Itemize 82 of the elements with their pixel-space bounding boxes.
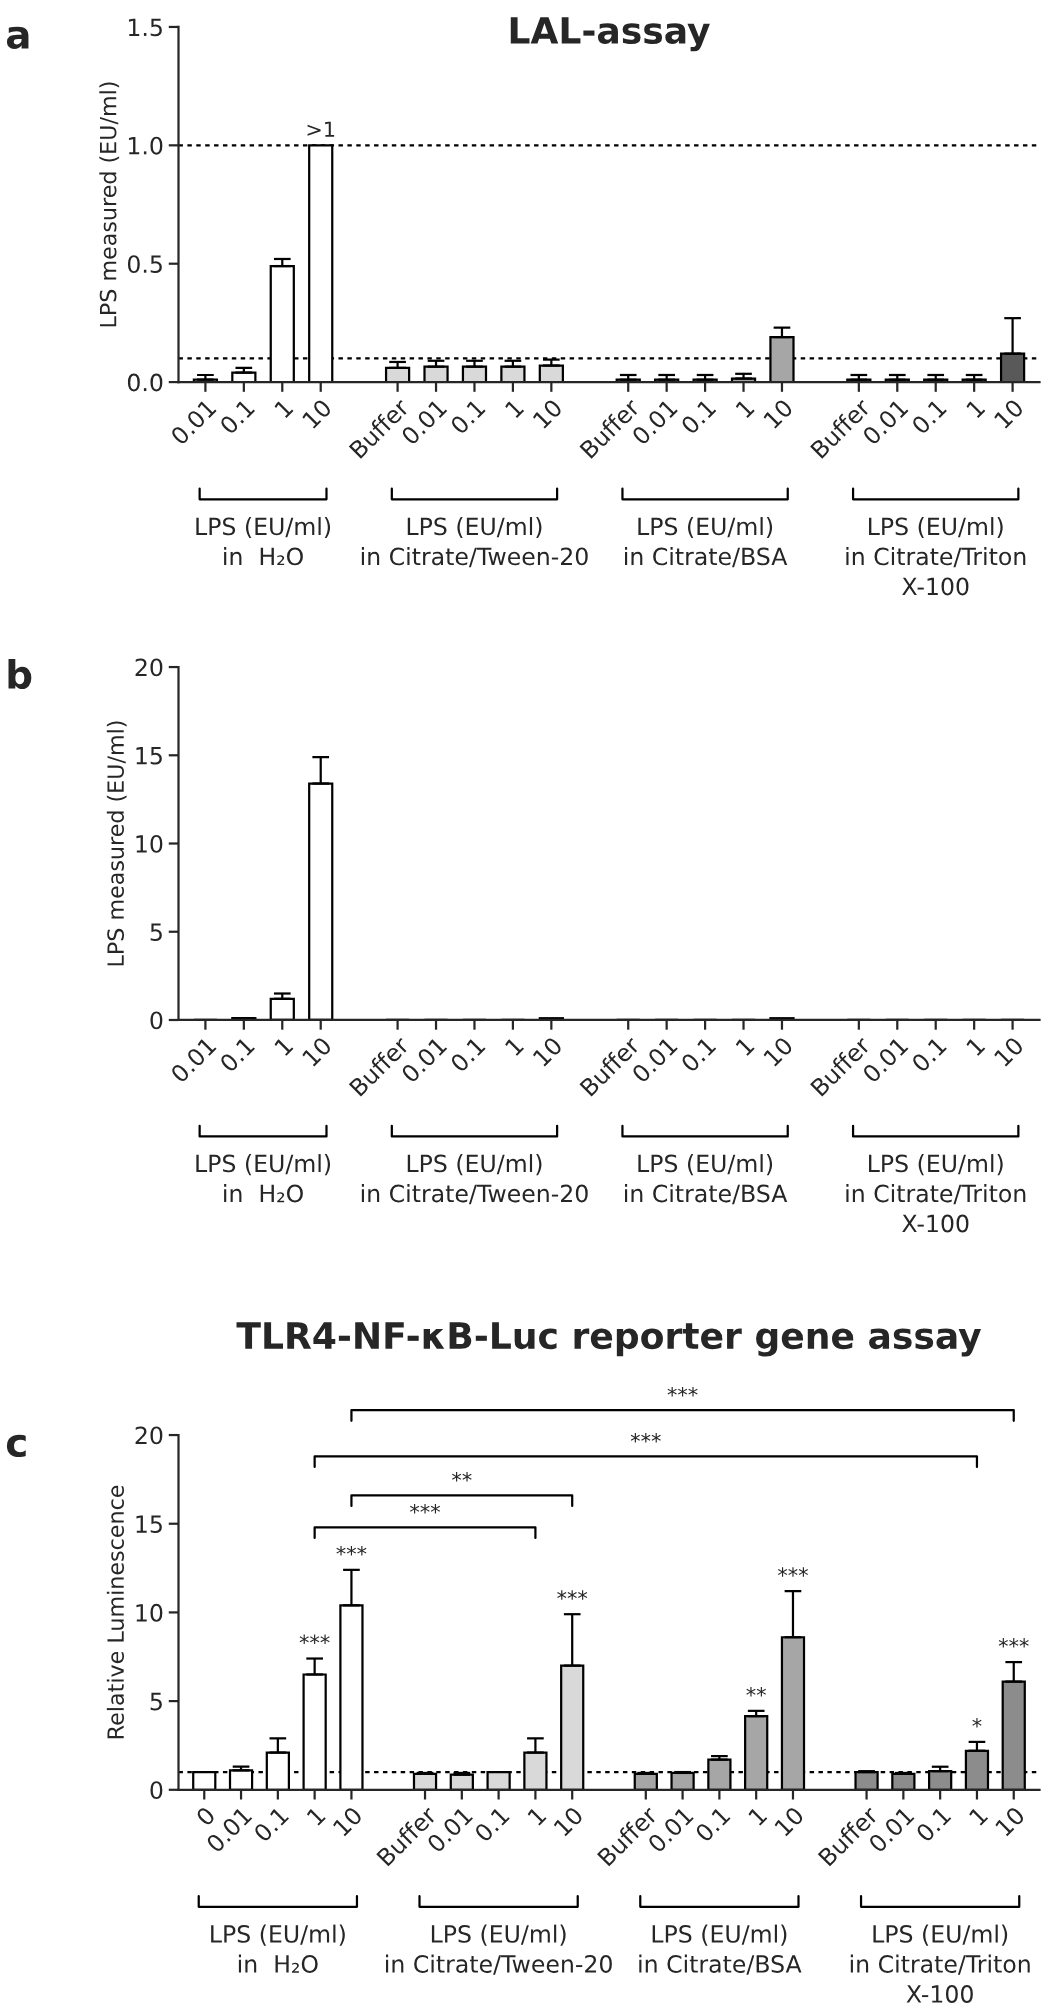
data-label: *** <box>998 1638 1029 1648</box>
chart-title: LAL-assay <box>510 17 710 52</box>
x-tick-label: 0.1 <box>449 398 486 436</box>
x-tick-label: 1 <box>527 1806 547 1826</box>
x-tick-label: 10 <box>762 398 794 430</box>
data-label: * <box>972 1717 982 1728</box>
text: LPS (EU/ml) in Citrate/BSA <box>625 1154 788 1205</box>
text: c <box>6 1434 26 1458</box>
x-tick-label: 1 <box>504 398 525 419</box>
x-tick-label: 0.1 <box>473 1806 510 1843</box>
x-tick-label: 10 <box>994 1805 1026 1837</box>
data-label: ** <box>746 1686 766 1697</box>
text: LPS (EU/ml) in Citrate/Triton X-100 <box>846 1154 1026 1233</box>
y-tick-label: 0.5 <box>127 255 162 274</box>
y-tick-label: 5 <box>150 923 162 942</box>
x-tick-label: 1 <box>735 398 755 419</box>
y-tick-label: 10 <box>136 1603 163 1622</box>
x-tick-label: 10 <box>773 1805 805 1837</box>
x-tick-label: 0.1 <box>679 1036 717 1073</box>
x-tick-label: 0.1 <box>449 1036 486 1073</box>
x-tick-label: 1 <box>274 398 294 419</box>
y-tick-label: 1.0 <box>128 136 163 155</box>
annotation: *** <box>630 1432 661 1443</box>
x-tick-label: 1 <box>968 1806 989 1826</box>
x-tick-label: 1 <box>274 1036 294 1057</box>
x-tick-label: 0.1 <box>252 1806 290 1843</box>
y-axis-title: Relative Luminescence <box>106 1485 125 1739</box>
data-label: *** <box>557 1590 588 1600</box>
y-tick-label: 0.0 <box>127 373 163 392</box>
x-tick-label: 10 <box>532 1035 564 1067</box>
x-tick-label: 0.1 <box>694 1806 731 1843</box>
x-tick-label: 1 <box>504 1036 525 1057</box>
x-tick-label: 0.1 <box>910 1036 948 1073</box>
x-tick-label: 1 <box>965 1036 986 1057</box>
x-tick-label: 10 <box>762 1035 794 1067</box>
x-tick-label: 10 <box>993 1035 1025 1067</box>
text: LPS (EU/ml) in Citrate/Tween-20 <box>386 1924 612 1975</box>
text: LPS (EU/ml) in H₂O <box>196 1154 331 1203</box>
x-tick-label: 10 <box>993 398 1025 430</box>
x-tick-label: 1 <box>735 1036 755 1057</box>
y-axis-title: LPS measured (EU/ml) <box>106 721 127 966</box>
y-tick-label: 15 <box>136 747 162 765</box>
text: b <box>8 659 32 690</box>
x-tick-label: 0.1 <box>910 398 948 436</box>
x-tick-label: 10 <box>301 398 333 430</box>
y-tick-label: 15 <box>136 1515 162 1534</box>
data-label: *** <box>777 1567 808 1577</box>
x-tick-label: 0.1 <box>218 398 256 436</box>
y-tick-label: 20 <box>135 1426 163 1445</box>
chart-title: TLR4-NF-κB-Luc reporter gene assay <box>236 1322 982 1357</box>
data-label: *** <box>336 1545 367 1556</box>
y-tick-label: 0 <box>150 1781 163 1800</box>
x-tick-label: 0.1 <box>915 1806 952 1843</box>
text: LPS (EU/ml) in Citrate/Tween-20 <box>361 1154 588 1205</box>
x-tick-label: 10 <box>332 1805 364 1837</box>
text: a <box>6 26 29 50</box>
text: LPS (EU/ml) in Citrate/BSA <box>639 1924 802 1975</box>
data-label: >1 <box>307 121 335 137</box>
text: LPS (EU/ml) in Citrate/BSA <box>625 517 788 568</box>
y-tick-label: 1.5 <box>128 18 162 37</box>
annotation: ** <box>452 1472 472 1482</box>
text: *** <box>667 1386 698 1397</box>
text: LPS (EU/ml) in H₂O <box>196 517 331 566</box>
x-tick-label: 0.1 <box>679 398 717 436</box>
text: LPS (EU/ml) in Citrate/Triton X-100 <box>850 1924 1030 2003</box>
y-axis-title: LPS measured (EU/ml) <box>99 82 120 327</box>
text: LPS (EU/ml) in Citrate/Triton X-100 <box>846 517 1026 596</box>
y-tick-label: 10 <box>136 834 163 853</box>
y-tick-label: 5 <box>150 1692 162 1711</box>
y-tick-label: 20 <box>135 658 163 677</box>
text: LPS (EU/ml) in Citrate/Tween-20 <box>361 517 588 568</box>
x-tick-label: 10 <box>301 1035 333 1067</box>
annotation: *** <box>410 1503 441 1514</box>
x-tick-label: 0.1 <box>218 1036 256 1073</box>
y-tick-label: 0 <box>150 1011 163 1030</box>
x-tick-label: 1 <box>306 1806 326 1826</box>
text: LPS (EU/ml) in H₂O <box>211 1924 345 1973</box>
data-label: *** <box>299 1634 330 1645</box>
x-tick-label: 10 <box>553 1805 585 1837</box>
x-tick-label: 1 <box>747 1806 768 1826</box>
x-tick-label: 10 <box>532 398 564 430</box>
x-tick-label: 1 <box>965 398 986 419</box>
